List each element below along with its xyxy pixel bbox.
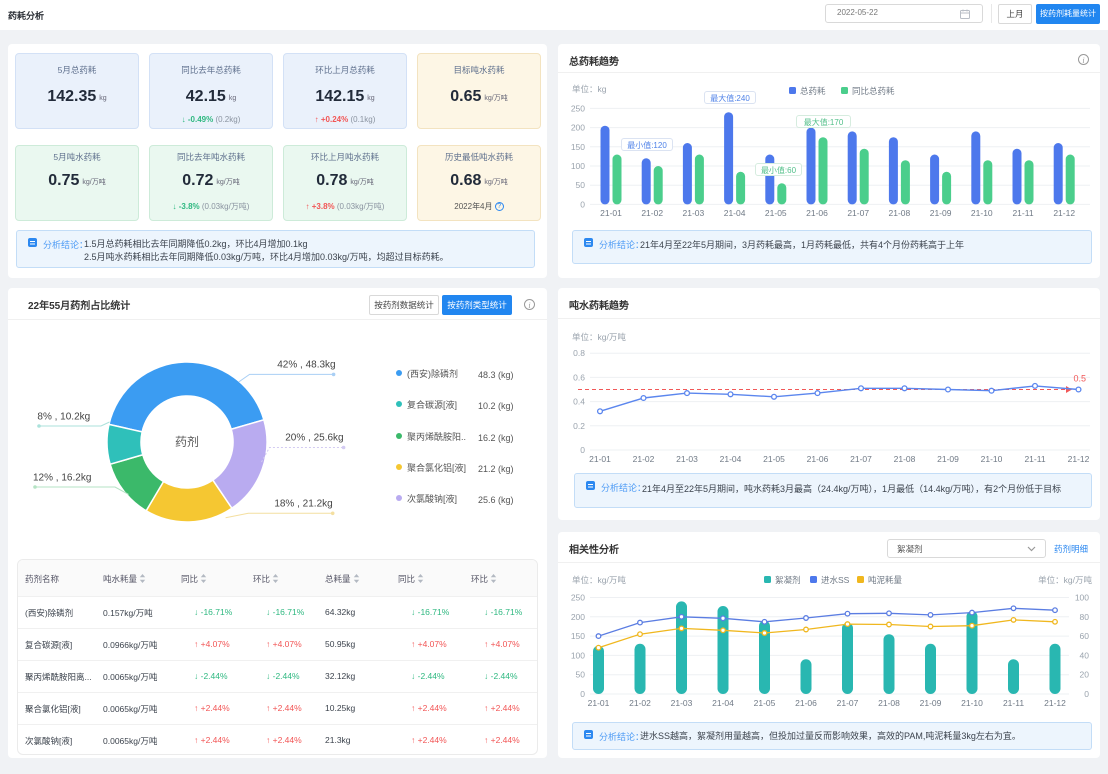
svg-text:21-08: 21-08 [894, 454, 916, 464]
svg-text:21-03: 21-03 [683, 208, 705, 218]
svg-text:21-10: 21-10 [971, 208, 993, 218]
svg-text:21-03: 21-03 [676, 454, 698, 464]
svg-text:0.6: 0.6 [573, 372, 585, 382]
svg-text:40: 40 [1080, 650, 1090, 660]
svg-text:21-07: 21-07 [850, 454, 872, 464]
svg-text:100: 100 [1075, 593, 1089, 603]
svg-text:21-02: 21-02 [629, 698, 651, 708]
svg-text:12% , 16.2kg: 12% , 16.2kg [33, 473, 91, 484]
svg-text:絮凝剂: 絮凝剂 [775, 575, 801, 585]
svg-text:20% , 25.6kg: 20% , 25.6kg [285, 433, 343, 444]
svg-text:21-07: 21-07 [847, 208, 869, 218]
svg-text:150: 150 [571, 631, 585, 641]
svg-text:进水SS: 进水SS [821, 575, 850, 585]
svg-text:0.2: 0.2 [573, 421, 585, 431]
svg-text:单位：kg: 单位：kg [572, 84, 607, 94]
svg-text:21-11: 21-11 [1012, 208, 1033, 218]
svg-text:21-04: 21-04 [724, 208, 746, 218]
svg-text:150: 150 [571, 142, 585, 152]
svg-text:21-12: 21-12 [1044, 698, 1066, 708]
svg-text:21-12: 21-12 [1068, 454, 1090, 464]
svg-text:药剂: 药剂 [175, 434, 199, 449]
svg-text:21-09: 21-09 [937, 454, 959, 464]
svg-text:250: 250 [571, 103, 585, 113]
svg-text:21-02: 21-02 [633, 454, 655, 464]
svg-text:21-01: 21-01 [600, 208, 622, 218]
svg-text:0: 0 [580, 445, 585, 455]
svg-text:单位：kg/万吨: 单位：kg/万吨 [572, 332, 626, 342]
svg-text:21-08: 21-08 [878, 698, 900, 708]
svg-text:21-09: 21-09 [920, 698, 942, 708]
svg-text:0.5: 0.5 [1073, 374, 1086, 384]
svg-text:21-03: 21-03 [671, 698, 693, 708]
svg-text:21-09: 21-09 [930, 208, 952, 218]
svg-text:21-05: 21-05 [765, 208, 787, 218]
svg-text:21-04: 21-04 [720, 454, 742, 464]
svg-text:21-11: 21-11 [1003, 698, 1024, 708]
svg-text:0: 0 [1084, 689, 1089, 699]
svg-text:21-06: 21-06 [807, 454, 829, 464]
svg-text:42% , 48.3kg: 42% , 48.3kg [277, 360, 335, 371]
svg-text:21-01: 21-01 [588, 698, 610, 708]
svg-text:100: 100 [571, 161, 585, 171]
svg-text:21-08: 21-08 [889, 208, 911, 218]
svg-text:21-10: 21-10 [961, 698, 983, 708]
svg-text:80: 80 [1080, 612, 1090, 622]
svg-text:200: 200 [571, 612, 585, 622]
svg-text:0.4: 0.4 [573, 397, 585, 407]
svg-text:200: 200 [571, 123, 585, 133]
svg-text:21-06: 21-06 [806, 208, 828, 218]
svg-text:18% , 21.2kg: 18% , 21.2kg [274, 499, 332, 510]
svg-text:单位：kg/万吨: 单位：kg/万吨 [1038, 575, 1092, 585]
svg-text:21-10: 21-10 [981, 454, 1003, 464]
svg-text:250: 250 [571, 593, 585, 603]
svg-text:50: 50 [576, 670, 586, 680]
svg-text:单位：kg/万吨: 单位：kg/万吨 [572, 575, 626, 585]
svg-text:21-06: 21-06 [795, 698, 817, 708]
svg-text:21-04: 21-04 [712, 698, 734, 708]
svg-text:21-01: 21-01 [589, 454, 611, 464]
svg-text:21-05: 21-05 [754, 698, 776, 708]
svg-text:60: 60 [1080, 631, 1090, 641]
svg-text:20: 20 [1080, 670, 1090, 680]
svg-text:21-11: 21-11 [1024, 454, 1045, 464]
svg-text:100: 100 [571, 650, 585, 660]
svg-text:吨泥耗量: 吨泥耗量 [868, 575, 903, 585]
svg-text:21-07: 21-07 [837, 698, 859, 708]
svg-text:21-02: 21-02 [641, 208, 663, 218]
svg-text:0: 0 [580, 689, 585, 699]
svg-text:0.8: 0.8 [573, 348, 585, 358]
svg-text:50: 50 [576, 180, 586, 190]
svg-text:总药耗: 总药耗 [800, 86, 826, 96]
svg-text:同比总药耗: 同比总药耗 [852, 86, 895, 96]
svg-text:0: 0 [580, 199, 585, 209]
svg-text:8% , 10.2kg: 8% , 10.2kg [37, 412, 90, 423]
svg-text:21-12: 21-12 [1053, 208, 1075, 218]
svg-text:21-05: 21-05 [763, 454, 785, 464]
